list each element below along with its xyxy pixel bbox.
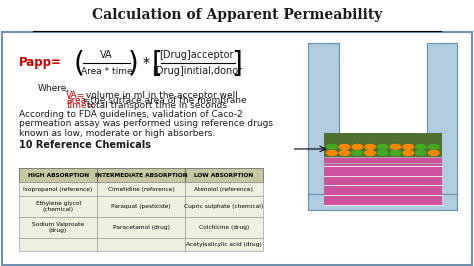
- Ellipse shape: [365, 151, 375, 155]
- Bar: [185, 168, 263, 182]
- Bar: [19, 196, 97, 217]
- Text: permeation assay was performed using reference drugs: permeation assay was performed using ref…: [19, 119, 273, 128]
- Text: (chemical): (chemical): [43, 207, 73, 212]
- Text: [Drug]acceptor: [Drug]acceptor: [159, 50, 234, 60]
- Bar: [427, 43, 457, 197]
- Ellipse shape: [352, 151, 363, 155]
- Bar: [97, 168, 185, 182]
- Text: Paraquat (pesticide): Paraquat (pesticide): [111, 204, 171, 209]
- Ellipse shape: [352, 144, 363, 149]
- Text: Atenolol (reference): Atenolol (reference): [194, 187, 254, 192]
- Text: =the surface area of the membrane: =the surface area of the membrane: [80, 96, 246, 105]
- Text: $]$: $]$: [231, 48, 241, 78]
- Bar: [308, 194, 457, 210]
- Bar: [185, 182, 263, 196]
- Text: Cimetidine (reference): Cimetidine (reference): [108, 187, 174, 192]
- Bar: [19, 217, 97, 238]
- Ellipse shape: [390, 151, 401, 155]
- Bar: [2, 32, 472, 265]
- Ellipse shape: [416, 151, 426, 155]
- Text: Sodium Valproate: Sodium Valproate: [32, 222, 84, 227]
- Text: volume in ml in the acceptor well: volume in ml in the acceptor well: [83, 91, 238, 100]
- Ellipse shape: [339, 144, 350, 149]
- Text: VA=: VA=: [66, 91, 85, 100]
- Bar: [19, 238, 97, 251]
- Text: $[$: $[$: [151, 48, 162, 78]
- Text: Area * time: Area * time: [81, 66, 132, 76]
- Ellipse shape: [327, 144, 337, 149]
- Ellipse shape: [327, 151, 337, 155]
- Text: Where,: Where,: [38, 84, 70, 93]
- Text: Cupric sulphate (chemical): Cupric sulphate (chemical): [184, 204, 264, 209]
- Bar: [19, 168, 97, 182]
- Text: According to FDA guidelines, validation of Caco-2: According to FDA guidelines, validation …: [19, 110, 243, 119]
- Text: HIGH ABSORPTION: HIGH ABSORPTION: [27, 173, 89, 178]
- Ellipse shape: [403, 144, 413, 149]
- Ellipse shape: [377, 151, 388, 155]
- Text: total transport time in seconds: total transport time in seconds: [84, 101, 228, 110]
- Text: (drug): (drug): [49, 228, 67, 232]
- Text: $)$: $)$: [127, 49, 137, 78]
- Text: 10 Reference Chemicals: 10 Reference Chemicals: [19, 140, 151, 150]
- Text: Paracetamol (drug): Paracetamol (drug): [112, 225, 170, 230]
- Text: area: area: [66, 96, 86, 105]
- Text: Ethylene glycol: Ethylene glycol: [36, 201, 81, 206]
- Ellipse shape: [403, 151, 413, 155]
- Bar: [185, 217, 263, 238]
- Text: *: *: [143, 56, 149, 70]
- Ellipse shape: [365, 144, 375, 149]
- Text: time=: time=: [66, 101, 94, 110]
- Bar: [0, 0, 474, 32]
- Bar: [324, 150, 442, 206]
- Bar: [185, 238, 263, 251]
- Bar: [185, 196, 263, 217]
- Ellipse shape: [339, 151, 350, 155]
- Bar: [97, 196, 185, 217]
- Bar: [340, 40, 426, 59]
- Text: Isopropanol (reference): Isopropanol (reference): [23, 187, 93, 192]
- Bar: [97, 217, 185, 238]
- Text: Papp=: Papp=: [19, 56, 62, 69]
- Text: Acetylsalicylic acid (drug): Acetylsalicylic acid (drug): [186, 242, 262, 247]
- Ellipse shape: [416, 144, 426, 149]
- Text: LOW ABSORPTION: LOW ABSORPTION: [194, 173, 254, 178]
- Text: INTERMEDIATE ABSORPTION: INTERMEDIATE ABSORPTION: [95, 173, 187, 178]
- Bar: [324, 133, 442, 157]
- Text: Calculation of Apparent Permeability: Calculation of Apparent Permeability: [92, 8, 382, 22]
- Ellipse shape: [390, 144, 401, 149]
- Text: $($: $($: [73, 49, 83, 78]
- Text: [Drug]initial,donor: [Drug]initial,donor: [152, 66, 242, 76]
- Ellipse shape: [428, 151, 439, 155]
- Text: VA: VA: [100, 50, 113, 60]
- Bar: [97, 238, 185, 251]
- Ellipse shape: [428, 144, 439, 149]
- Bar: [97, 182, 185, 196]
- Bar: [0, 31, 474, 266]
- Text: known as low, moderate or high absorbers.: known as low, moderate or high absorbers…: [19, 129, 215, 138]
- Bar: [308, 43, 339, 197]
- Ellipse shape: [377, 144, 388, 149]
- Text: Colchicine (drug): Colchicine (drug): [199, 225, 249, 230]
- Bar: [19, 182, 97, 196]
